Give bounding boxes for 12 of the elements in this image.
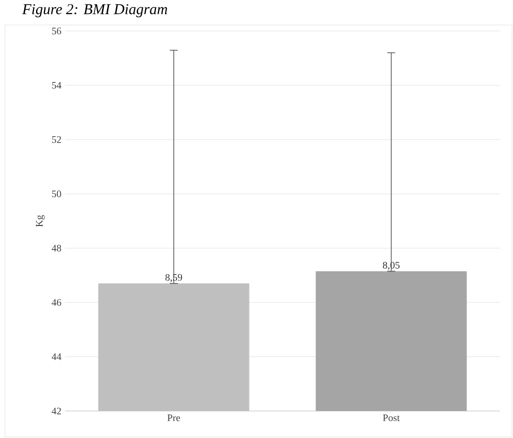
- x-tick-label: Post: [382, 414, 400, 422]
- chart-title: Figure 2: BMI Diagram: [22, 4, 168, 18]
- y-tick-label: 56: [52, 28, 62, 34]
- y-tick-label: 52: [52, 136, 61, 143]
- y-axis-title: Kg: [36, 215, 45, 227]
- x-tick-label: Pre: [167, 414, 180, 422]
- y-tick-label: 54: [52, 82, 62, 89]
- y-tick-label: 42: [52, 408, 61, 414]
- y-tick-label: 46: [52, 299, 62, 306]
- y-tick-label: 50: [52, 190, 62, 198]
- y-tick-label: 44: [52, 353, 62, 360]
- y-tick-label: 48: [52, 244, 62, 252]
